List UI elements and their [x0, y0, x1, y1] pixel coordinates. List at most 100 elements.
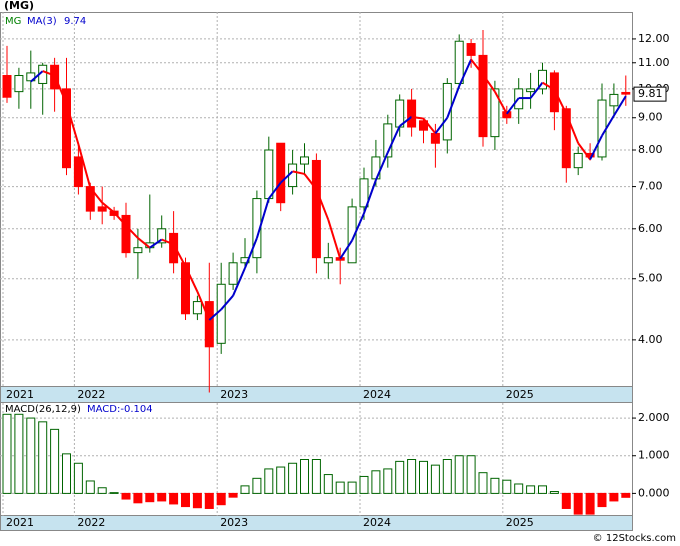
- candle-body: [597, 99, 607, 158]
- ma-line: [601, 115, 615, 137]
- macd-bar: [359, 475, 369, 494]
- macd-bar: [38, 421, 48, 494]
- macd-bar: [478, 472, 488, 494]
- candle-body: [466, 43, 476, 56]
- ma-line: [303, 173, 318, 190]
- y-tick-label: 5.00: [638, 272, 663, 285]
- macd-panel: [0, 402, 633, 516]
- candle-body: [62, 88, 71, 169]
- macd-bar: [14, 413, 24, 494]
- macd-bar: [538, 485, 547, 494]
- candle-body: [609, 93, 619, 107]
- candle-body: [181, 262, 190, 315]
- y-tick-label: 7.00: [638, 180, 663, 193]
- footer: © 12Stocks.com: [593, 533, 676, 544]
- macd-bar: [466, 455, 476, 494]
- macd-bar: [192, 492, 202, 509]
- candle-body: [407, 99, 417, 128]
- y-tick-label: 6.00: [638, 222, 663, 235]
- legend-macd-value: MACD:-0.104: [87, 404, 153, 415]
- ma-line: [30, 70, 44, 83]
- macd-bar: [430, 464, 440, 494]
- candle-body: [478, 54, 488, 138]
- ma-line: [529, 82, 544, 99]
- candle-body: [359, 178, 369, 208]
- macd-bar: [323, 474, 333, 494]
- ma-line: [386, 125, 401, 153]
- macd-bar: [26, 417, 36, 494]
- macd-bar: [133, 492, 143, 504]
- macd-bar: [335, 481, 345, 494]
- candle-body: [2, 75, 12, 98]
- ma-line: [232, 267, 246, 297]
- ma-line: [315, 188, 330, 221]
- candle-body: [490, 88, 500, 138]
- macd-bar: [145, 492, 155, 503]
- legend-macd: MACD(26,12,9): [5, 404, 81, 415]
- candle-body: [276, 142, 286, 204]
- macd-bar: [169, 492, 179, 505]
- ma-line: [422, 118, 437, 135]
- macd-bar: [73, 462, 83, 494]
- ma-line: [494, 91, 508, 115]
- ma-line: [553, 89, 568, 115]
- ma-line: [280, 170, 294, 184]
- macd-bar: [252, 477, 262, 494]
- ma-line: [327, 219, 342, 259]
- ma-line: [506, 97, 520, 115]
- macd-bar: [276, 466, 286, 494]
- ma-line: [541, 81, 555, 91]
- macd-bar: [442, 459, 452, 494]
- y-tick-label: 4.00: [638, 333, 663, 346]
- candle-body: [573, 152, 583, 169]
- y-tick-label: 9.00: [638, 111, 663, 124]
- candle-body: [169, 232, 179, 264]
- y-tick-label: 2.000: [638, 411, 670, 424]
- ma-line: [208, 308, 222, 321]
- candle-body: [300, 156, 309, 165]
- candle-body: [347, 206, 357, 264]
- candle-body: [14, 75, 24, 93]
- last-price-tag: [633, 86, 667, 102]
- candle-body: [526, 88, 536, 93]
- macd-bar: [609, 492, 619, 502]
- macd-bar: [85, 480, 95, 494]
- y-tick-label: 1.000: [638, 449, 670, 462]
- ma-line: [125, 224, 139, 239]
- ma-line: [267, 182, 282, 200]
- macd-bar: [502, 479, 512, 494]
- ma-line: [411, 115, 424, 120]
- plot-layer: 4.005.006.007.008.009.0010.0011.0012.002…: [0, 12, 670, 529]
- macd-bar: [585, 492, 595, 515]
- ma-line: [374, 152, 389, 181]
- macd-bar: [288, 462, 298, 494]
- ma-line: [65, 103, 80, 145]
- candle-body: [419, 120, 428, 131]
- candle-body: [204, 301, 214, 348]
- y-tick-label: 0.000: [638, 486, 670, 499]
- candle-body: [228, 262, 238, 285]
- candle-body: [323, 257, 333, 264]
- legend-symbol: MG: [5, 16, 21, 27]
- x-tick-label: 2024: [363, 516, 391, 529]
- y-tick-label: 8.00: [638, 143, 663, 156]
- ma-line: [577, 142, 591, 160]
- ma-line: [446, 85, 461, 119]
- ma-line: [184, 265, 199, 293]
- x-tick-label: 2025: [506, 388, 534, 401]
- macd-bar: [597, 492, 607, 508]
- ma-line: [351, 212, 365, 241]
- macd-bar: [311, 459, 321, 494]
- ma-line: [42, 70, 55, 77]
- legend-ma: MA(3): [27, 16, 57, 27]
- x-tick-label: 2025: [506, 516, 534, 529]
- macd-bar: [573, 492, 583, 515]
- macd-bar: [526, 485, 536, 494]
- macd-bar: [157, 492, 167, 502]
- x-tick-label: 2022: [77, 516, 105, 529]
- candle-body: [538, 69, 547, 90]
- macd-bar: [181, 492, 190, 508]
- ma-line: [77, 143, 92, 189]
- ma-line: [101, 201, 115, 214]
- ma-line: [363, 179, 377, 214]
